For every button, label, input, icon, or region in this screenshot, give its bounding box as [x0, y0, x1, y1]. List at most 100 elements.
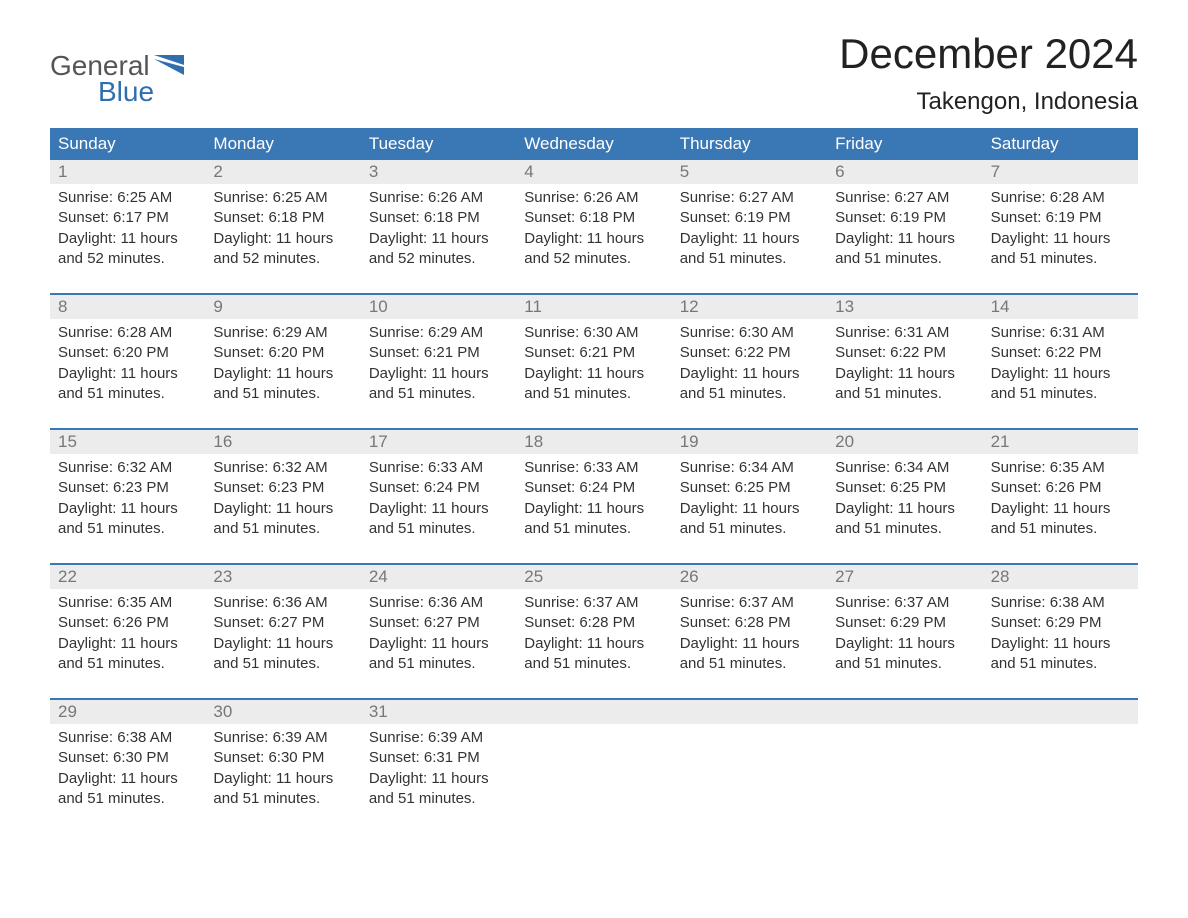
daylight-line: Daylight: 11 hours and 51 minutes.: [58, 634, 197, 675]
sunset-line: Sunset: 6:31 PM: [369, 748, 508, 768]
sunset-line: Sunset: 6:21 PM: [369, 343, 508, 363]
day-number: 9: [205, 295, 360, 319]
day-header-cell: Monday: [205, 128, 360, 160]
logo-word-blue: Blue: [98, 76, 184, 108]
sunrise-line: Sunrise: 6:25 AM: [213, 188, 352, 208]
sunset-line: Sunset: 6:24 PM: [524, 478, 663, 498]
content-row: Sunrise: 6:28 AM Sunset: 6:20 PM Daylight:…: [50, 319, 1138, 424]
day-number: 11: [516, 295, 671, 319]
sunrise-line: Sunrise: 6:26 AM: [524, 188, 663, 208]
day-header-cell: Thursday: [672, 128, 827, 160]
day-number: [672, 700, 827, 724]
sunrise-line: Sunrise: 6:30 AM: [524, 323, 663, 343]
daylight-line: Daylight: 11 hours and 51 minutes.: [835, 364, 974, 405]
sunset-line: Sunset: 6:21 PM: [524, 343, 663, 363]
day-number: 20: [827, 430, 982, 454]
title-block: December 2024 Takengon, Indonesia: [839, 30, 1138, 116]
sunset-line: Sunset: 6:25 PM: [680, 478, 819, 498]
day-number: 23: [205, 565, 360, 589]
sunset-line: Sunset: 6:23 PM: [213, 478, 352, 498]
sunrise-line: Sunrise: 6:37 AM: [524, 593, 663, 613]
daylight-line: Daylight: 11 hours and 51 minutes.: [524, 364, 663, 405]
sunset-line: Sunset: 6:18 PM: [524, 208, 663, 228]
content-row: Sunrise: 6:38 AMSunset: 6:30 PMDaylight:…: [50, 724, 1138, 829]
sunset-line: Sunset: 6:30 PM: [58, 748, 197, 768]
week-block: 1234567Sunrise: 6:25 AMSunset: 6:17 PMDa…: [50, 160, 1138, 289]
header: General Blue December 2024 Takengon, Ind…: [50, 30, 1138, 116]
day-number: [516, 700, 671, 724]
day-number: 29: [50, 700, 205, 724]
sunrise-line: Sunrise: 6:28 AM: [58, 323, 197, 343]
daylight-line: Daylight: 11 hours and 51 minutes.: [213, 769, 352, 810]
sunset-line: Sunset: 6:30 PM: [213, 748, 352, 768]
day-number: 15: [50, 430, 205, 454]
sunrise-line: Sunrise: 6:32 AM: [213, 458, 352, 478]
content-row: Sunrise: 6:32 AMSunset: 6:23 PM Daylight:…: [50, 454, 1138, 559]
day-content: Sunrise: 6:26 AMSunset: 6:18 PMDaylight:…: [361, 184, 516, 289]
sunrise-line: Sunrise: 6:31 AM: [835, 323, 974, 343]
daylight-line: Daylight: 11 hours and 51 minutes.: [524, 634, 663, 675]
day-header-cell: Friday: [827, 128, 982, 160]
daylight-line: Daylight: 11 hours and 51 minutes.: [369, 634, 508, 675]
day-content: Sunrise: 6:25 AMSunset: 6:18 PMDaylight:…: [205, 184, 360, 289]
logo: General Blue: [50, 50, 184, 108]
day-content: Sunrise: 6:38 AMSunset: 6:30 PMDaylight:…: [50, 724, 205, 829]
daylight-line: Daylight: 11 hours and 51 minutes.: [991, 499, 1130, 540]
sunrise-line: Sunrise: 6:27 AM: [835, 188, 974, 208]
sunset-line: Sunset: 6:24 PM: [369, 478, 508, 498]
day-number: 26: [672, 565, 827, 589]
daynum-row: 15161718192021: [50, 430, 1138, 454]
day-number: 16: [205, 430, 360, 454]
sunrise-line: Sunrise: 6:31 AM: [991, 323, 1130, 343]
sunrise-line: Sunrise: 6:33 AM: [369, 458, 508, 478]
sunset-line: Sunset: 6:29 PM: [991, 613, 1130, 633]
sunrise-line: Sunrise: 6:38 AM: [58, 728, 197, 748]
daylight-line: Daylight: 11 hours and 52 minutes.: [213, 229, 352, 270]
day-number: 14: [983, 295, 1138, 319]
daylight-line: Daylight: 11 hours and 52 minutes.: [369, 229, 508, 270]
sunset-line: Sunset: 6:17 PM: [58, 208, 197, 228]
day-number: 24: [361, 565, 516, 589]
day-number: 25: [516, 565, 671, 589]
sunrise-line: Sunrise: 6:25 AM: [58, 188, 197, 208]
sunset-line: Sunset: 6:22 PM: [680, 343, 819, 363]
day-number: 30: [205, 700, 360, 724]
daylight-line: Daylight: 11 hours and 51 minutes.: [835, 229, 974, 270]
daylight-line: Daylight: 11 hours and 51 minutes.: [213, 634, 352, 675]
sunrise-line: Sunrise: 6:39 AM: [369, 728, 508, 748]
sunrise-line: Sunrise: 6:34 AM: [680, 458, 819, 478]
day-content: Sunrise: 6:33 AMSunset: 6:24 PMDaylight:…: [516, 454, 671, 559]
sunset-line: Sunset: 6:18 PM: [369, 208, 508, 228]
day-content: Sunrise: 6:35 AMSunset: 6:26 PMDaylight:…: [983, 454, 1138, 559]
day-content: Sunrise: 6:30 AMSunset: 6:21 PMDaylight:…: [516, 319, 671, 424]
week-block: 293031Sunrise: 6:38 AMSunset: 6:30 PMDay…: [50, 698, 1138, 829]
day-header-row: SundayMondayTuesdayWednesdayThursdayFrid…: [50, 128, 1138, 160]
day-content: [827, 724, 982, 829]
sunset-line: Sunset: 6:22 PM: [991, 343, 1130, 363]
day-number: [827, 700, 982, 724]
day-content: [672, 724, 827, 829]
sunset-line: Sunset: 6:20 PM: [213, 343, 352, 363]
day-content: [516, 724, 671, 829]
day-content: Sunrise: 6:26 AMSunset: 6:18 PMDaylight:…: [516, 184, 671, 289]
daylight-line: Daylight: 11 hours and 51 minutes.: [680, 364, 819, 405]
day-number: 28: [983, 565, 1138, 589]
daynum-row: 891011121314: [50, 295, 1138, 319]
sunset-line: Sunset: 6:22 PM: [835, 343, 974, 363]
day-number: 10: [361, 295, 516, 319]
day-number: 12: [672, 295, 827, 319]
daylight-line: Daylight: 11 hours and 51 minutes.: [58, 769, 197, 810]
day-number: 19: [672, 430, 827, 454]
day-number: 3: [361, 160, 516, 184]
sunset-line: Sunset: 6:25 PM: [835, 478, 974, 498]
daylight-line: Daylight: 11 hours and 51 minutes.: [680, 634, 819, 675]
day-header-cell: Saturday: [983, 128, 1138, 160]
day-content: Sunrise: 6:31 AMSunset: 6:22 PMDaylight:…: [827, 319, 982, 424]
daylight-line: Daylight: 11 hours and 51 minutes.: [991, 634, 1130, 675]
day-content: Sunrise: 6:38 AMSunset: 6:29 PMDaylight:…: [983, 589, 1138, 694]
sunrise-line: Sunrise: 6:37 AM: [680, 593, 819, 613]
day-content: Sunrise: 6:32 AMSunset: 6:23 PMDaylight:…: [50, 454, 205, 559]
daylight-line: Daylight: 11 hours and 51 minutes.: [58, 499, 197, 540]
daylight-line: Daylight: 11 hours and 51 minutes.: [991, 229, 1130, 270]
sunrise-line: Sunrise: 6:36 AM: [213, 593, 352, 613]
